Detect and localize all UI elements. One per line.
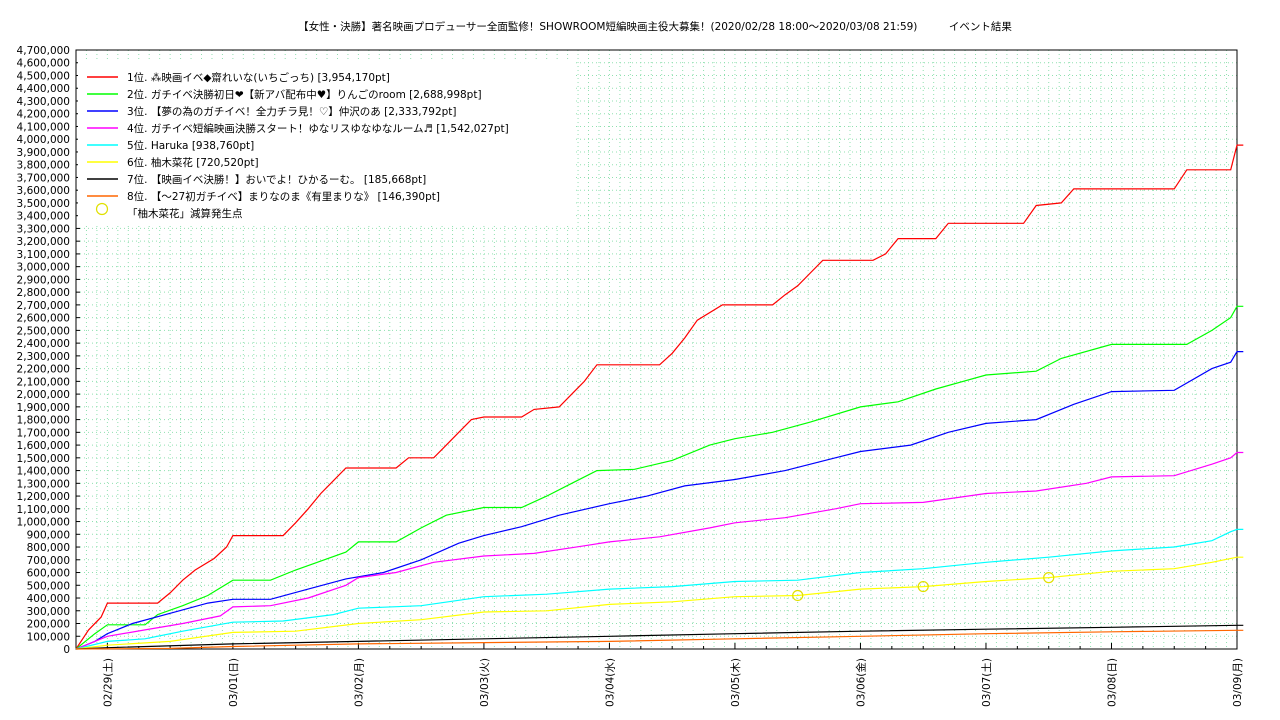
legend-label-5: 5位. Haruka [938,760pt] [127, 139, 254, 152]
y-tick-label: 900,000 [27, 529, 70, 541]
y-tick-label: 500,000 [27, 580, 70, 592]
x-axis-ticks: 02/29(土) 03/01(日) 03/02(月) 03/03(火) 03/04(水)… [75, 643, 1244, 707]
series-line-4 [75, 451, 1244, 650]
x-tick-label: 02/29(土) [101, 658, 114, 707]
x-tick-label: 03/01(日) [228, 658, 240, 707]
y-tick-label: 2,700,000 [17, 300, 70, 312]
y-tick-label: 3,900,000 [17, 147, 70, 159]
legend-label-4: 4位. ガチイベ短編映画決勝スタート！ゆなリスゆなゆなルーム♬ [1,542,0… [127, 122, 509, 135]
series-line-1 [75, 144, 1244, 650]
y-axis-ticks: 0100,000200,000300,000400,000500,000600,… [17, 45, 80, 656]
legend-label-2: 2位. ガチイベ決勝初日❤【新アバ配布中♥】りんごのroom [2,688,99… [127, 88, 482, 101]
y-tick-label: 4,300,000 [17, 96, 70, 108]
y-tick-label: 0 [63, 644, 70, 656]
deduction-marker [792, 589, 804, 602]
y-tick-label: 1,700,000 [17, 427, 70, 439]
legend-label-8: 8位. 【〜27初ガチイベ】まりなのま《有里まりな》 [146,390pt] [127, 190, 440, 203]
x-tick-label: 03/03(火) [479, 658, 491, 707]
y-tick-label: 3,500,000 [17, 198, 70, 210]
y-tick-label: 4,200,000 [17, 109, 70, 121]
series-line-8 [75, 629, 1244, 650]
y-tick-label: 2,400,000 [17, 338, 70, 350]
y-tick-label: 2,500,000 [17, 325, 70, 337]
x-tick-label: 03/02(月) [353, 658, 365, 707]
y-tick-label: 3,800,000 [17, 160, 70, 172]
x-tick-label: 03/04(水) [604, 658, 616, 707]
series-line-6 [75, 556, 1244, 650]
legend-background [78, 62, 576, 224]
y-tick-label: 2,100,000 [17, 376, 70, 388]
y-tick-label: 3,300,000 [17, 223, 70, 235]
y-tick-label: 1,900,000 [17, 402, 70, 414]
y-tick-label: 3,000,000 [17, 262, 70, 274]
y-tick-label: 2,300,000 [17, 351, 70, 363]
series-line-7 [75, 624, 1244, 650]
series-line-2 [75, 305, 1244, 650]
y-tick-label: 4,700,000 [17, 45, 70, 57]
y-tick-label: 4,500,000 [17, 70, 70, 82]
x-tick-label: 03/07(土) [980, 658, 993, 707]
series-line-3 [75, 351, 1244, 650]
legend-label-6: 6位. 柚木菜花 [720,520pt] [127, 156, 259, 169]
y-tick-label: 1,200,000 [17, 491, 70, 503]
deduction-marker [1043, 572, 1055, 584]
y-tick-label: 2,800,000 [17, 287, 70, 299]
y-tick-label: 3,400,000 [17, 211, 70, 223]
y-tick-label: 700,000 [27, 555, 70, 567]
y-tick-label: 3,700,000 [17, 172, 70, 184]
legend-marker-label: 「柚木菜花」減算発生点 [127, 207, 243, 220]
y-tick-label: 1,600,000 [17, 440, 70, 452]
y-tick-label: 1,000,000 [17, 517, 70, 529]
y-tick-label: 1,800,000 [17, 415, 70, 427]
y-tick-label: 400,000 [27, 593, 70, 605]
y-tick-label: 1,500,000 [17, 453, 70, 465]
legend-label-3: 3位. 【夢の為のガチイベ！全力チラ見！♡】仲沢のあ [2,333,792pt] [127, 105, 457, 118]
legend-marker-swatch [95, 202, 109, 216]
legend-label-7: 7位. 【映画イベ決勝！】おいでよ！ひかるーむ。 [185,668pt] [127, 173, 426, 186]
axes [75, 49, 1238, 650]
y-tick-label: 2,600,000 [17, 313, 70, 325]
x-tick-label: 03/05(木) [730, 658, 742, 707]
x-tick-label: 03/09(月) [1232, 658, 1244, 707]
y-tick-label: 4,100,000 [17, 121, 70, 133]
x-tick-label: 03/08(日) [1106, 658, 1118, 707]
y-tick-label: 1,300,000 [17, 478, 70, 490]
y-tick-label: 4,000,000 [17, 134, 70, 146]
series-lines [75, 144, 1244, 650]
deduction-markers [792, 572, 1055, 602]
series-line-5 [75, 528, 1244, 650]
plot-frame [75, 49, 1238, 650]
y-tick-label: 300,000 [27, 606, 70, 618]
y-tick-label: 3,100,000 [17, 249, 70, 261]
deduction-marker [917, 580, 929, 593]
y-tick-label: 1,100,000 [17, 504, 70, 516]
y-tick-label: 3,200,000 [17, 236, 70, 248]
y-tick-label: 4,400,000 [17, 83, 70, 95]
y-tick-label: 2,900,000 [17, 274, 70, 286]
y-tick-label: 600,000 [27, 568, 70, 580]
grid [75, 49, 1238, 650]
legend-label-1: 1位. ⁂映画イベ◆齋れいな(いちごっち) [3,954,170pt] [127, 71, 390, 84]
y-tick-label: 3,600,000 [17, 185, 70, 197]
x-tick-label: 03/06(金) [854, 658, 867, 707]
y-tick-label: 4,600,000 [17, 58, 70, 70]
y-tick-label: 100,000 [27, 631, 70, 643]
y-tick-label: 2,000,000 [17, 389, 70, 401]
y-tick-label: 800,000 [27, 542, 70, 554]
y-tick-label: 200,000 [27, 619, 70, 631]
legend: 1位. ⁂映画イベ◆齋れいな(いちごっち) [3,954,170pt] 2位. ガ… [78, 62, 576, 224]
y-tick-label: 1,400,000 [17, 466, 70, 478]
y-tick-label: 2,200,000 [17, 364, 70, 376]
chart-title: 【女性・決勝】著名映画プロデューサー全面監修！SHOWROOM短編映画主役大募集… [298, 21, 1012, 33]
